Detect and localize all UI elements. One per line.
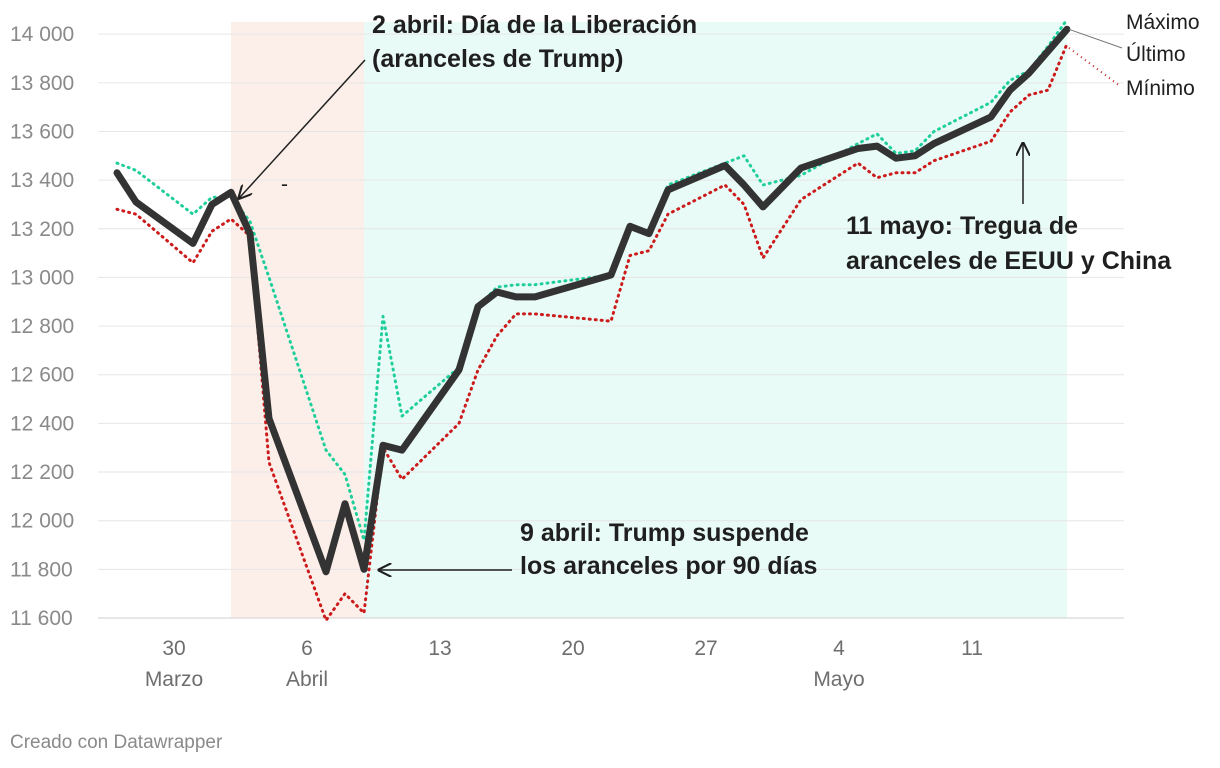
x-month-label: Abril (286, 668, 328, 691)
legend-connector (1068, 47, 1121, 87)
legend-label-último: Último (1126, 43, 1186, 66)
x-tick-label: 6 (301, 637, 313, 660)
y-tick-label: 13 800 (10, 72, 74, 95)
y-tick-label: 11 800 (10, 558, 73, 581)
series-lines (113, 18, 1071, 622)
x-tick-label: 30 (162, 637, 185, 660)
legend-label-mínimo: Mínimo (1126, 77, 1195, 100)
y-tick-label: 12 000 (10, 510, 74, 533)
y-tick-label: 13 400 (10, 169, 74, 192)
annotation-us-china-truce: 11 mayo: Tregua de (846, 212, 1078, 240)
legend-label-máximo: Máximo (1126, 11, 1200, 34)
x-axis-ticks: 30 Marzo 6 Abril 13 20 27 4 Mayo 11 (145, 637, 983, 691)
annotation-us-china-truce: aranceles de EEUU y China (846, 247, 1172, 275)
y-tick-label: 12 200 (10, 461, 74, 484)
legend: Máximo Último Mínimo (1068, 11, 1200, 100)
x-tick-label: 20 (561, 637, 584, 660)
y-tick-label: 13 000 (10, 266, 74, 289)
shaded-period-0 (231, 22, 364, 618)
annotation-liberation-day: (aranceles de Trump) (372, 45, 623, 73)
x-month-label: Marzo (145, 668, 203, 691)
y-tick-label: 11 600 (10, 607, 73, 630)
y-tick-label: 13 600 (10, 120, 74, 143)
annotation-arrow (239, 59, 366, 198)
shaded-periods (231, 22, 1067, 618)
annotation-tariff-pause: los aranceles por 90 días (520, 552, 817, 580)
annotations: 2 abril: Día de la Liberación (aranceles … (239, 11, 1172, 580)
x-tick-label: 13 (428, 637, 451, 660)
annotation-liberation-day: 2 abril: Día de la Liberación (372, 11, 697, 39)
legend-connector (1068, 28, 1123, 49)
x-tick-label: 11 (961, 637, 983, 660)
x-month-label: Mayo (813, 668, 864, 691)
x-tick-label: 27 (694, 637, 717, 660)
y-tick-label: 12 600 (10, 364, 74, 387)
y-tick-label: 13 200 (10, 218, 74, 241)
stray-mark: - (281, 173, 288, 196)
x-tick-label: 4 (833, 637, 845, 660)
series-line-último (113, 25, 1071, 576)
shaded-period-1 (364, 22, 1067, 618)
annotation-tariff-pause: 9 abril: Trump suspende (520, 519, 809, 547)
credit-text: Creado con Datawrapper (10, 732, 223, 753)
y-tick-label: 12 400 (10, 412, 74, 435)
y-tick-label: 12 800 (10, 315, 74, 338)
y-tick-label: 14 000 (10, 23, 74, 46)
y-axis-ticks: 11 600 11 800 12 000 12 200 12 400 12 600 12 8… (10, 23, 74, 630)
